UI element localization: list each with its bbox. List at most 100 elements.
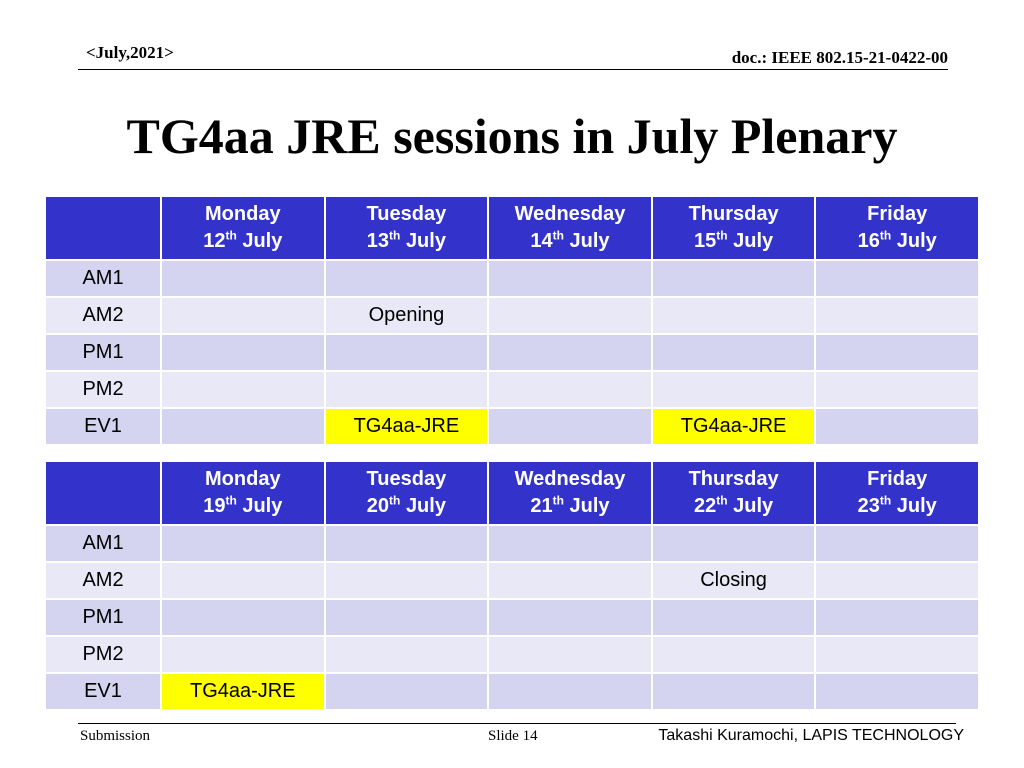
- table-header-row: Monday 12th July Tuesday 13th July Wednesday…: [46, 197, 978, 259]
- day-month: July: [733, 495, 774, 517]
- day-month: July: [405, 230, 446, 252]
- session-cell: [325, 526, 488, 561]
- session-cell: [162, 563, 324, 598]
- row-label: EV1: [46, 409, 160, 444]
- session-cell: [489, 409, 651, 444]
- day-ordinal: th: [716, 493, 728, 508]
- table-row: PM1: [46, 600, 978, 635]
- day-ordinal: th: [879, 228, 892, 243]
- session-cell: [816, 335, 978, 370]
- day-month: July: [569, 495, 610, 517]
- corner-cell: [46, 462, 160, 524]
- session-cell: [816, 637, 978, 672]
- schedule-table-week2: Monday 19th July Tuesday 20th July Wednesday…: [44, 460, 980, 711]
- session-cell: TG4aa-JRE: [325, 409, 488, 444]
- row-label: PM1: [46, 335, 160, 370]
- session-cell: [162, 526, 324, 561]
- session-cell: [325, 335, 488, 370]
- day-name: Friday: [867, 468, 928, 490]
- day-header: Wednesday 21th July: [489, 462, 651, 524]
- day-month: July: [242, 230, 283, 252]
- header-divider: [78, 69, 948, 70]
- footer-divider: [78, 723, 956, 724]
- day-name: Tuesday: [366, 468, 447, 490]
- session-cell: [325, 600, 488, 635]
- session-cell: Opening: [325, 298, 488, 333]
- day-header: Thursday 22th July: [652, 462, 815, 524]
- row-label: AM1: [46, 526, 160, 561]
- day-ordinal: th: [552, 228, 564, 243]
- session-cell: [162, 637, 324, 672]
- table-row: PM2: [46, 637, 978, 672]
- session-cell: [162, 409, 324, 444]
- session-cell: [816, 372, 978, 407]
- row-label: EV1: [46, 674, 160, 709]
- day-ordinal: th: [389, 228, 401, 243]
- footer-submission: Submission: [80, 728, 151, 744]
- day-name: Wednesday: [514, 468, 626, 490]
- day-name: Thursday: [688, 203, 779, 225]
- session-cell: [652, 637, 815, 672]
- table-row: PM1: [46, 335, 978, 370]
- session-cell: [816, 261, 978, 296]
- session-cell: TG4aa-JRE: [162, 674, 324, 709]
- day-number: 14: [530, 230, 553, 252]
- session-cell: Closing: [652, 563, 815, 598]
- day-header: Tuesday 20th July: [325, 462, 488, 524]
- session-cell: [816, 298, 978, 333]
- table-row: EV1 TG4aa-JRE: [46, 674, 978, 709]
- row-label: PM2: [46, 372, 160, 407]
- day-number: 15: [693, 230, 717, 252]
- day-header: Monday 19th July: [162, 462, 324, 524]
- day-number: 23: [857, 495, 880, 517]
- row-label: AM2: [46, 298, 160, 333]
- session-cell: [489, 526, 651, 561]
- session-cell: [325, 637, 488, 672]
- day-number: 19: [203, 495, 226, 517]
- row-label: PM2: [46, 637, 160, 672]
- session-cell: [162, 372, 324, 407]
- table-row: AM1: [46, 526, 978, 561]
- session-cell: [652, 526, 815, 561]
- day-month: July: [896, 230, 937, 252]
- day-ordinal: th: [225, 493, 237, 508]
- session-cell: [652, 335, 815, 370]
- session-cell: TG4aa-JRE: [652, 409, 815, 444]
- footer-author: Takashi Kuramochi, LAPIS TECHNOLOGY: [658, 727, 964, 744]
- session-cell: [325, 563, 488, 598]
- day-number: 12: [203, 230, 226, 252]
- table-row: PM2: [46, 372, 978, 407]
- day-name: Monday: [205, 203, 281, 225]
- day-month: July: [896, 495, 937, 517]
- day-header: Tuesday 13th July: [325, 197, 488, 259]
- session-cell: [816, 600, 978, 635]
- day-ordinal: th: [879, 493, 892, 508]
- day-header: Friday 16th July: [816, 197, 978, 259]
- table-row: AM2 Opening: [46, 298, 978, 333]
- day-name: Friday: [867, 203, 928, 225]
- table-header-row: Monday 19th July Tuesday 20th July Wednesday…: [46, 462, 978, 524]
- session-cell: [325, 261, 488, 296]
- session-cell: [489, 372, 651, 407]
- day-month: July: [242, 495, 283, 517]
- session-cell: [489, 298, 651, 333]
- day-month: July: [569, 230, 610, 252]
- session-cell: [325, 674, 488, 709]
- session-cell: [652, 298, 815, 333]
- day-ordinal: th: [716, 228, 728, 243]
- slide-title: TG4aa JRE sessions in July Plenary: [126, 108, 898, 164]
- table-row: AM2 Closing: [46, 563, 978, 598]
- session-cell: [162, 600, 324, 635]
- session-cell: [489, 563, 651, 598]
- day-number: 13: [366, 230, 390, 252]
- day-number: 22: [693, 495, 717, 517]
- session-cell: [162, 298, 324, 333]
- day-header: Thursday 15th July: [652, 197, 815, 259]
- row-label: AM1: [46, 261, 160, 296]
- corner-cell: [46, 197, 160, 259]
- header-date: <July,2021>: [86, 43, 174, 62]
- day-name: Monday: [205, 468, 281, 490]
- session-cell: [489, 261, 651, 296]
- day-name: Wednesday: [514, 203, 626, 225]
- session-cell: [652, 372, 815, 407]
